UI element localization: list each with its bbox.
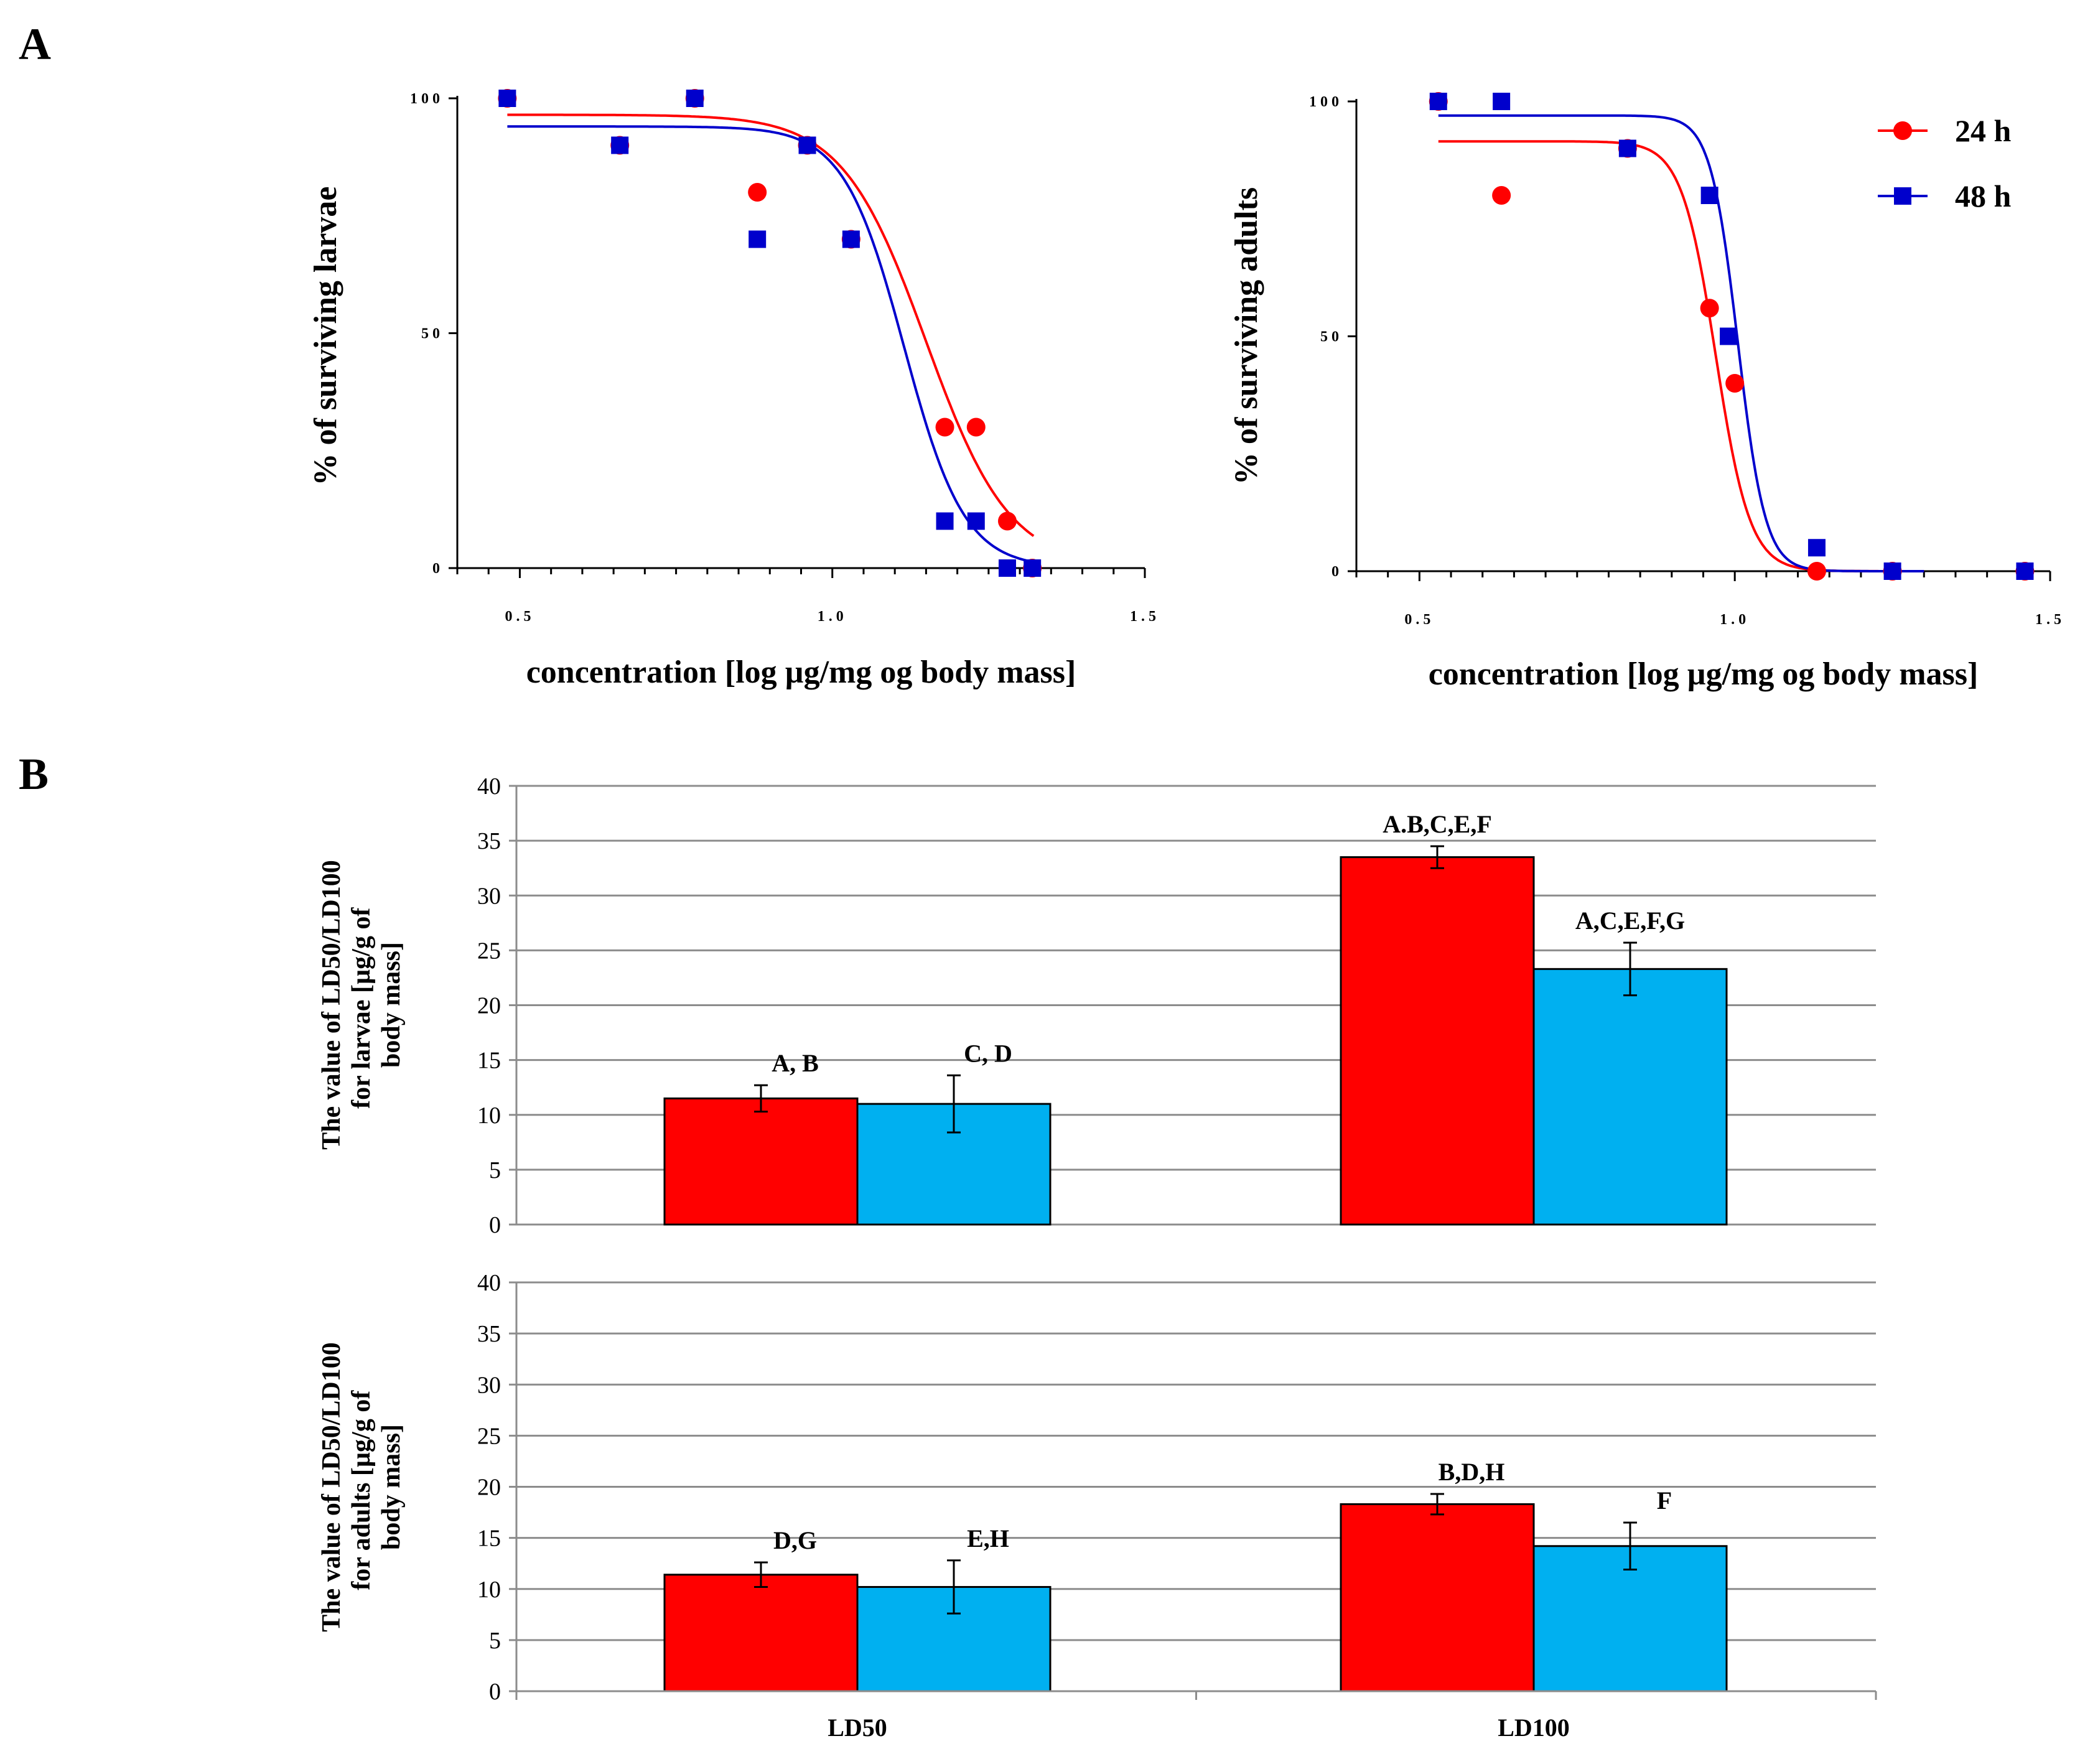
adults-ld-bar-chart: 0 5 10 15 20 25 30 35 40 The value of LD50/LD100f… xyxy=(317,1270,1876,1705)
y-tick-label: 20 xyxy=(477,1475,501,1501)
bar-LD50-24h xyxy=(663,1097,859,1226)
panel-label-a: A xyxy=(19,19,51,69)
data-point-48h xyxy=(798,136,816,154)
y-tick-label: 30 xyxy=(477,883,501,909)
data-point-48h xyxy=(498,90,516,107)
data-point-24h xyxy=(1725,374,1745,393)
data-point-48h xyxy=(1024,559,1042,577)
larvae-survival-chart: 0 50 100 0.5 1.0 1.5 concentration [log µg/mg … xyxy=(308,89,1160,690)
data-point-48h xyxy=(1700,187,1719,204)
larvae-ld-bar-chart: 0 5 10 15 20 25 30 35 40 The value of LD50/LD100f… xyxy=(317,773,1876,1238)
significance-label: D,G xyxy=(773,1526,817,1554)
data-point-48h xyxy=(1429,93,1447,110)
y-tick-label: 0 xyxy=(489,1679,501,1705)
category-label: LD100 xyxy=(1498,1714,1570,1742)
y-tick-label: 5 xyxy=(489,1628,501,1654)
bar-LD100-24h xyxy=(1340,856,1535,1226)
y-tick-label: 50 xyxy=(1320,329,1343,345)
y-axis-title: The value of LD50/LD100for adults [µg/g … xyxy=(317,1342,406,1632)
y-tick-label: 0 xyxy=(432,561,444,577)
legend: 24 h 48 h xyxy=(1878,113,2012,213)
y-tick-label: 40 xyxy=(477,773,501,800)
data-point-48h xyxy=(967,512,985,530)
bar-shared-x-axis: LD50 LD100 xyxy=(515,1690,1877,1742)
y-tick-label: 15 xyxy=(477,1048,501,1074)
panel-label-b: B xyxy=(19,749,49,799)
y-tick-label: 30 xyxy=(477,1372,501,1398)
legend-label: 24 h xyxy=(1955,113,2012,148)
y-tick-label: 35 xyxy=(477,828,501,854)
data-point-24h xyxy=(1492,186,1511,205)
y-tick-label: 50 xyxy=(421,326,444,342)
fit-curve-24h xyxy=(507,113,1035,538)
x-tick-label: 1.5 xyxy=(1130,609,1160,625)
data-point-48h xyxy=(1883,562,1901,580)
data-point-48h xyxy=(842,230,860,248)
bar-LD100-24h xyxy=(1340,1503,1535,1692)
data-point-48h xyxy=(1807,539,1826,557)
data-point-48h xyxy=(999,559,1016,577)
data-point-48h xyxy=(1618,139,1636,157)
significance-label: A,C,E,F,G xyxy=(1575,907,1685,935)
x-axis-title: concentration [log µg/mg og body mass] xyxy=(526,655,1076,690)
y-axis-title: % of surviving larvae xyxy=(308,187,343,486)
data-point-48h xyxy=(1493,93,1511,110)
data-point-48h xyxy=(936,512,954,530)
fit-curve-48h xyxy=(507,125,1033,563)
x-tick-label: 0.5 xyxy=(505,609,534,625)
significance-label: B,D,H xyxy=(1439,1458,1505,1486)
data-point-24h xyxy=(966,418,986,437)
bar-LD100-48h xyxy=(1532,968,1728,1226)
y-tick-label: 35 xyxy=(477,1321,501,1347)
x-tick-label: 1.0 xyxy=(1720,612,1750,628)
y-tick-label: 5 xyxy=(489,1157,501,1183)
data-point-48h xyxy=(686,90,704,107)
data-point-48h xyxy=(2016,562,2034,580)
x-tick-label: 1.0 xyxy=(818,609,847,625)
significance-label: A, B xyxy=(772,1049,819,1077)
y-tick-label: 100 xyxy=(1309,94,1343,110)
y-tick-label: 0 xyxy=(1331,564,1343,580)
significance-label: A.B,C,E,F xyxy=(1383,810,1492,838)
legend-label: 48 h xyxy=(1955,179,2012,213)
data-point-48h xyxy=(611,136,629,154)
y-tick-label: 20 xyxy=(477,993,501,1019)
legend-marker xyxy=(1893,121,1912,140)
x-tick-label: 1.5 xyxy=(2035,612,2065,628)
bar-LD50-24h xyxy=(663,1574,859,1692)
y-tick-label: 15 xyxy=(477,1526,501,1552)
legend-marker xyxy=(1894,187,1911,205)
x-axis-title: concentration [log µg/mg og body mass] xyxy=(1429,656,1979,692)
significance-label: C, D xyxy=(964,1039,1012,1067)
fit-curve-48h xyxy=(1438,114,1924,572)
y-axis-title: The value of LD50/LD100for larvae [µg/g … xyxy=(317,860,406,1150)
y-tick-label: 25 xyxy=(477,1423,501,1449)
y-tick-label: 25 xyxy=(477,938,501,964)
y-axis-title: % of surviving adults xyxy=(1229,187,1264,485)
fit-curve-24h xyxy=(1438,140,1924,572)
data-point-24h xyxy=(935,418,954,437)
y-tick-label: 10 xyxy=(477,1577,501,1603)
data-point-24h xyxy=(1807,562,1826,581)
data-point-24h xyxy=(1700,299,1719,318)
adults-survival-chart: 0 50 100 0.5 1.0 1.5 concentration [log µg/mg … xyxy=(1229,92,2065,692)
x-tick-label: 0.5 xyxy=(1404,612,1434,628)
data-point-24h xyxy=(748,183,767,202)
data-point-24h xyxy=(998,511,1017,531)
y-tick-label: 0 xyxy=(489,1212,501,1238)
y-tick-label: 10 xyxy=(477,1103,501,1129)
data-point-48h xyxy=(1720,327,1738,345)
category-label: LD50 xyxy=(828,1714,887,1742)
significance-label: E,H xyxy=(967,1524,1009,1552)
data-point-48h xyxy=(749,230,767,248)
y-tick-label: 100 xyxy=(410,91,444,107)
significance-label: F xyxy=(1657,1486,1672,1514)
y-tick-label: 40 xyxy=(477,1270,501,1296)
